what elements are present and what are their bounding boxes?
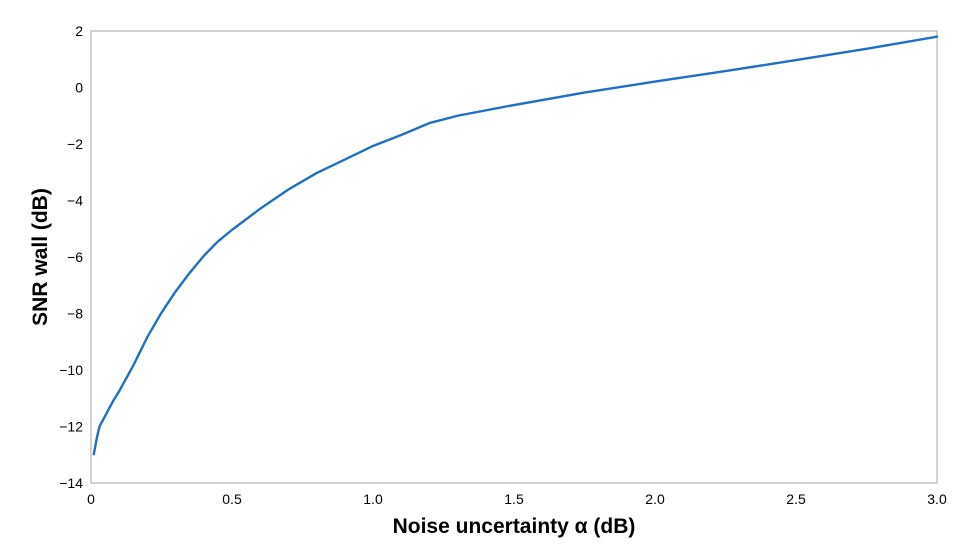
x-axis-ticks: 0 0.5 1.0 1.5 2.0 2.5 3.0 <box>87 491 947 507</box>
y-tick-label: −4 <box>67 193 83 209</box>
y-tick-label: −6 <box>67 249 83 265</box>
y-tick-label: −14 <box>59 475 83 491</box>
y-tick-label: 2 <box>75 23 83 39</box>
x-tick-label: 3.0 <box>927 491 947 507</box>
y-tick-label: −12 <box>59 419 83 435</box>
y-tick-label: 0 <box>75 80 83 96</box>
x-tick-label: 0.5 <box>222 491 242 507</box>
y-axis-ticks: 2 0 −2 −4 −6 −8 −10 −12 −14 <box>59 23 83 491</box>
x-tick-label: 1.0 <box>363 491 383 507</box>
y-tick-label: −10 <box>59 362 83 378</box>
y-axis-title: SNR wall (dB) <box>29 188 52 326</box>
plot-area-border <box>90 30 938 484</box>
x-tick-label: 2.0 <box>645 491 665 507</box>
x-tick-label: 2.5 <box>786 491 806 507</box>
y-tick-label: −2 <box>67 136 83 152</box>
y-tick-label: −8 <box>67 306 83 322</box>
x-tick-label: 0 <box>87 491 95 507</box>
x-tick-label: 1.5 <box>504 491 524 507</box>
series-layer <box>92 35 939 456</box>
series-line <box>92 35 939 456</box>
x-axis-title: Noise uncertainty α (dB) <box>393 515 636 538</box>
